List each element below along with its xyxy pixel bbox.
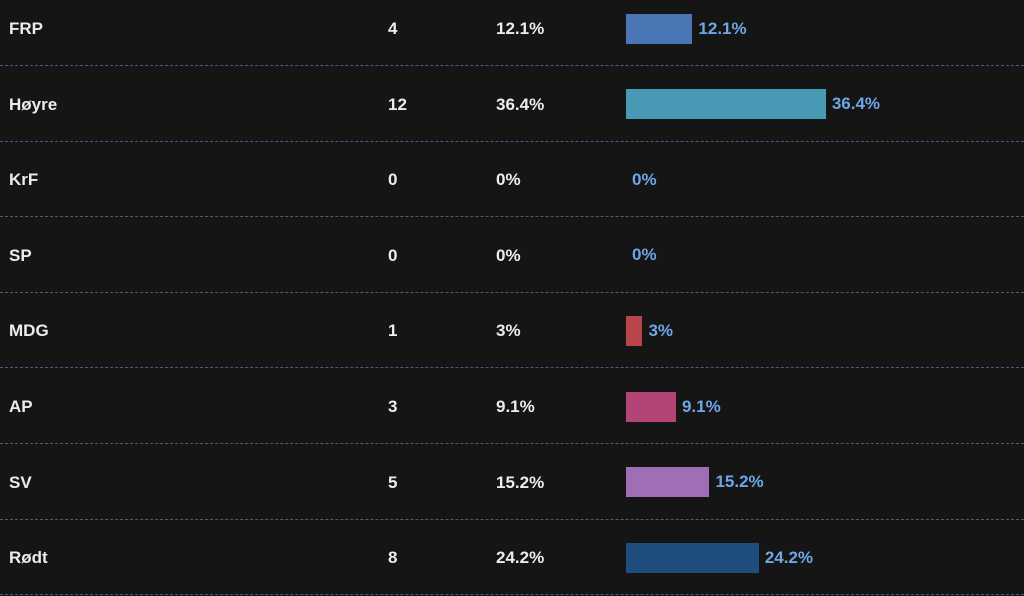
percent-value: 0% <box>496 245 521 265</box>
bar-label: 15.2% <box>715 472 764 492</box>
bar-cell: 24.2% <box>626 520 813 595</box>
table-row: KrF 0 0% 0% <box>0 142 1024 218</box>
bar-cell: 36.4% <box>626 67 880 142</box>
party-name: SP <box>9 245 32 265</box>
bar-label: 36.4% <box>831 94 881 114</box>
table-row: AP 3 9.1% 9.1% <box>0 369 1024 444</box>
seat-count: 5 <box>388 472 398 492</box>
party-name: MDG <box>9 321 49 341</box>
seat-count: 0 <box>388 245 398 265</box>
table-row: Rødt 8 24.2% 24.2% <box>0 520 1024 596</box>
percent-value: 15.2% <box>496 472 545 492</box>
percent-bar <box>626 542 759 573</box>
percent-bar <box>626 13 693 44</box>
percent-value: 3% <box>496 321 521 341</box>
party-name: KrF <box>9 170 39 190</box>
percent-bar <box>626 467 710 498</box>
party-name: AP <box>9 397 33 416</box>
bar-label: 0% <box>632 245 657 265</box>
bar-label: 9.1% <box>681 396 721 416</box>
party-name: SV <box>9 472 32 492</box>
bar-cell: 9.1% <box>626 369 721 444</box>
percent-bar <box>626 89 826 120</box>
bar-cell: 0% <box>626 218 657 293</box>
bar-label: 0% <box>632 169 657 189</box>
table-row: MDG 1 3% 3% <box>0 293 1024 369</box>
percent-bar <box>626 315 643 346</box>
table-row: SP 0 0% 0% <box>0 218 1024 293</box>
table-row: FRP 4 12.1% 12.1% <box>0 0 1024 66</box>
seat-count: 1 <box>388 321 398 341</box>
table-row: SV 5 15.2% 15.2% <box>0 445 1024 520</box>
percent-value: 9.1% <box>496 397 535 416</box>
seat-count: 3 <box>388 397 398 416</box>
bar-cell: 3% <box>626 293 673 368</box>
seat-count: 0 <box>388 170 398 190</box>
seat-count: 8 <box>388 548 398 568</box>
bar-cell: 12.1% <box>626 0 747 66</box>
percent-value: 12.1% <box>496 19 545 38</box>
bar-label: 24.2% <box>764 547 814 567</box>
party-name: Rødt <box>9 548 48 568</box>
percent-value: 36.4% <box>496 94 545 114</box>
bar-label: 12.1% <box>698 18 747 38</box>
table-row: Høyre 12 36.4% 36.4% <box>0 67 1024 142</box>
party-name: Høyre <box>9 94 58 114</box>
bar-label: 3% <box>648 320 674 340</box>
party-name: FRP <box>9 19 43 38</box>
percent-value: 24.2% <box>496 548 545 568</box>
bar-cell: 15.2% <box>626 445 764 520</box>
seat-count: 12 <box>388 94 407 114</box>
bar-cell: 0% <box>626 142 657 217</box>
percent-value: 0% <box>496 170 521 190</box>
percent-bar <box>626 391 676 422</box>
seat-count: 4 <box>388 19 398 38</box>
